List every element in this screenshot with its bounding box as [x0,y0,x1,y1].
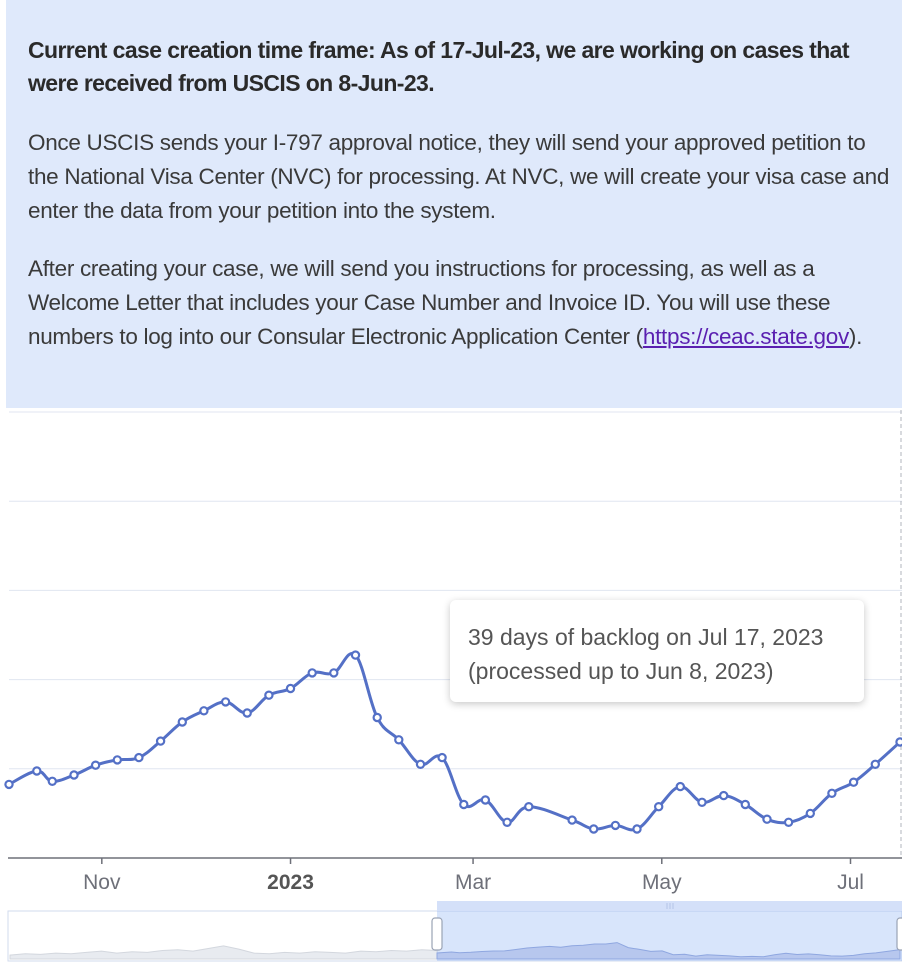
case-creation-headline: Current case creation time frame: As of … [28,37,850,96]
data-point[interactable] [394,735,404,745]
data-point[interactable] [697,797,707,808]
data-point[interactable] [32,766,42,776]
data-point[interactable] [848,777,859,787]
data-point[interactable] [524,802,534,812]
data-point[interactable] [264,690,274,700]
data-point[interactable] [329,668,339,678]
data-point[interactable] [69,770,79,780]
data-point[interactable] [372,712,382,723]
zoom-left-handle[interactable] [431,917,443,951]
data-point[interactable] [134,752,144,763]
data-point[interactable] [895,737,902,747]
data-point[interactable] [675,781,686,792]
data-point[interactable] [805,808,816,819]
chart-tooltip: 39 days of backlog on Jul 17, 2023 (proc… [450,600,864,702]
data-point[interactable] [827,788,837,799]
data-point[interactable] [740,799,751,810]
data-point[interactable] [762,814,772,824]
case-creation-info-box: Current case creation time frame: As of … [6,0,902,408]
welcome-letter-paragraph: After creating your case, we will send y… [28,252,896,354]
data-point[interactable] [90,760,101,770]
x-tick-label: May [642,871,682,894]
zoom-move-grip[interactable] [666,903,674,909]
nvc-processing-paragraph: Once USCIS sends your I-797 approval not… [28,130,890,223]
data-point[interactable] [632,824,642,834]
tooltip-backlog-line: 39 days of backlog on Jul 17, 2023 [468,624,824,650]
data-point[interactable] [783,817,794,828]
welcome-letter-closing: ). [848,324,863,349]
zoom-selected-series [436,942,901,960]
data-point[interactable] [112,755,123,765]
x-tick-label: Jul [837,871,864,894]
data-point[interactable] [567,815,577,825]
data-point[interactable] [177,717,187,727]
backlog-chart: Nov 2023 Mar May Jul [4,410,902,962]
data-point[interactable] [47,776,58,787]
tooltip-processed-line: (processed up to Jun 8, 2023) [468,658,774,684]
data-point[interactable] [502,817,512,828]
zoom-overview-series [9,945,438,960]
ceac-link[interactable]: https://ceac.state.gov [642,324,849,349]
welcome-letter-text: After creating your case, we will send y… [28,256,831,349]
data-point[interactable] [199,706,209,716]
data-point[interactable] [437,752,447,763]
data-point[interactable] [4,779,14,790]
x-tick-label: 2023 [267,871,314,894]
data-point[interactable] [480,795,491,805]
data-zoom-slider[interactable] [7,901,902,962]
data-point[interactable] [459,799,469,810]
zoom-selected-range[interactable] [437,911,902,961]
x-tick-label: Nov [83,871,121,894]
data-point[interactable] [307,668,317,678]
data-point[interactable] [415,759,426,770]
data-point[interactable] [654,802,664,812]
zoom-right-handle[interactable] [896,917,902,951]
data-point[interactable] [589,824,599,834]
data-point[interactable] [242,708,252,718]
data-point[interactable] [220,697,231,707]
data-point[interactable] [285,683,296,694]
data-point[interactable] [719,790,729,801]
data-point[interactable] [610,820,621,831]
data-point[interactable] [155,736,166,746]
data-point[interactable] [870,759,881,770]
x-tick-label: Mar [455,871,491,894]
data-point[interactable] [350,650,361,660]
